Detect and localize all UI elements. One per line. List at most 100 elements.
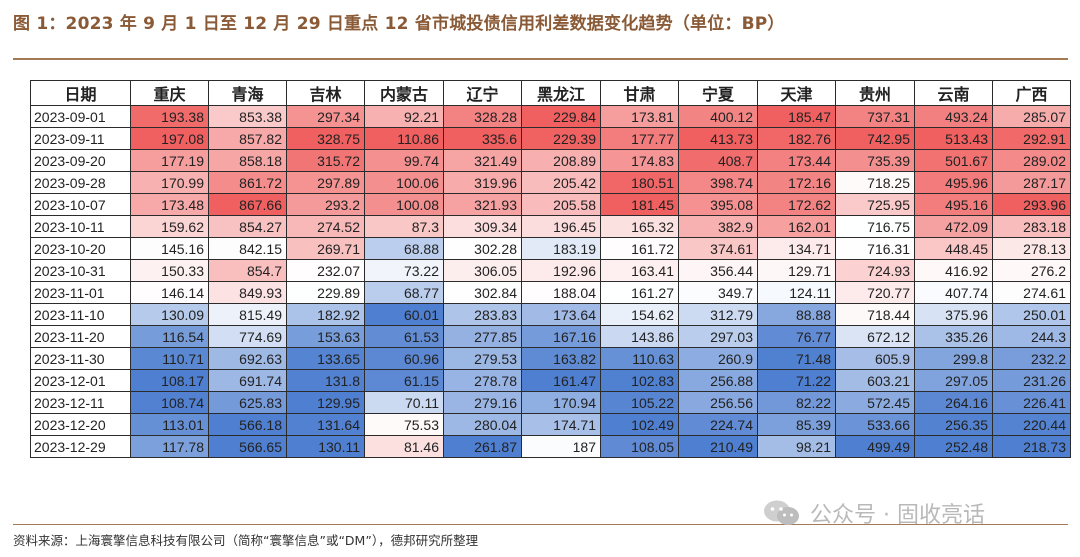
spread-cell: 75.53 bbox=[364, 413, 444, 436]
spread-cell: 278.78 bbox=[443, 369, 522, 392]
spread-cell: 116.54 bbox=[130, 325, 209, 348]
spread-cell: 117.78 bbox=[130, 435, 209, 458]
spread-cell: 68.88 bbox=[364, 237, 444, 260]
column-header: 广西 bbox=[992, 80, 1071, 106]
spread-cell: 395.08 bbox=[678, 193, 758, 216]
spread-cell: 133.65 bbox=[286, 347, 365, 370]
table-body: 2023-09-01 193.38 853.38 297.34 92.21 328.28 2… bbox=[30, 105, 1071, 458]
spread-cell: 220.44 bbox=[992, 413, 1071, 436]
spread-cell: 302.84 bbox=[443, 281, 522, 304]
spread-cell: 501.67 bbox=[914, 149, 993, 172]
spread-cell: 100.06 bbox=[364, 171, 444, 194]
spread-cell: 407.74 bbox=[914, 281, 993, 304]
spread-cell: 174.83 bbox=[600, 149, 679, 172]
table-row: 2023-10-31 150.33 854.7 232.07 73.22 306.05 19… bbox=[30, 259, 1071, 282]
spread-cell: 279.53 bbox=[443, 347, 522, 370]
source-note: 资料来源：上海寰擎信息科技有限公司（简称“寰擎信息”或“DM”），德邦研究所整理 bbox=[13, 533, 479, 548]
spread-cell: 181.45 bbox=[600, 193, 679, 216]
spread-cell: 110.63 bbox=[600, 347, 679, 370]
spread-cell: 172.62 bbox=[757, 193, 836, 216]
date-cell: 2023-10-20 bbox=[30, 237, 131, 260]
column-header: 辽宁 bbox=[443, 80, 522, 106]
column-header: 吉林 bbox=[286, 80, 365, 106]
spread-cell: 145.16 bbox=[130, 237, 209, 260]
spread-cell: 413.73 bbox=[678, 127, 758, 150]
spread-cell: 382.9 bbox=[678, 215, 758, 238]
spread-cell: 131.64 bbox=[286, 413, 365, 436]
table-row: 2023-10-20 145.16 842.15 269.71 68.88 302.28 1… bbox=[30, 237, 1071, 260]
spread-cell: 725.95 bbox=[835, 193, 915, 216]
spread-cell: 71.22 bbox=[757, 369, 836, 392]
spread-cell: 110.71 bbox=[130, 347, 209, 370]
spread-cell: 218.73 bbox=[992, 435, 1071, 458]
spread-cell: 170.94 bbox=[521, 391, 601, 414]
spread-cell: 130.09 bbox=[130, 303, 209, 326]
spread-cell: 61.15 bbox=[364, 369, 444, 392]
spread-cell: 163.41 bbox=[600, 259, 679, 282]
spread-cell: 244.3 bbox=[992, 325, 1071, 348]
spread-cell: 849.93 bbox=[208, 281, 287, 304]
spread-cell: 513.43 bbox=[914, 127, 993, 150]
spread-cell: 297.34 bbox=[286, 105, 365, 128]
spread-cell: 210.49 bbox=[678, 435, 758, 458]
spread-cell: 73.22 bbox=[364, 259, 444, 282]
spread-cell: 173.44 bbox=[757, 149, 836, 172]
spread-cell: 108.05 bbox=[600, 435, 679, 458]
spread-cell: 349.7 bbox=[678, 281, 758, 304]
spread-cell: 232.07 bbox=[286, 259, 365, 282]
date-cell: 2023-10-31 bbox=[30, 259, 131, 282]
spread-cell: 108.17 bbox=[130, 369, 209, 392]
spread-cell: 224.74 bbox=[678, 413, 758, 436]
spread-cell: 857.82 bbox=[208, 127, 287, 150]
spread-cell: 87.3 bbox=[364, 215, 444, 238]
spread-cell: 279.16 bbox=[443, 391, 522, 414]
spread-cell: 309.34 bbox=[443, 215, 522, 238]
column-header: 青海 bbox=[208, 80, 287, 106]
date-cell: 2023-11-20 bbox=[30, 325, 131, 348]
spread-cell: 283.83 bbox=[443, 303, 522, 326]
spread-cell: 229.89 bbox=[286, 281, 365, 304]
spread-cell: 448.45 bbox=[914, 237, 993, 260]
spread-cell: 854.27 bbox=[208, 215, 287, 238]
spread-cell: 99.74 bbox=[364, 149, 444, 172]
spread-cell: 182.92 bbox=[286, 303, 365, 326]
spread-cell: 278.13 bbox=[992, 237, 1071, 260]
date-cell: 2023-09-28 bbox=[30, 171, 131, 194]
spread-cell: 335.6 bbox=[443, 127, 522, 150]
column-header: 贵州 bbox=[835, 80, 915, 106]
spread-cell: 161.27 bbox=[600, 281, 679, 304]
spread-cell: 172.16 bbox=[757, 171, 836, 194]
spread-cell: 229.84 bbox=[521, 105, 601, 128]
table-row: 2023-12-11 108.74 625.83 129.95 70.11 279.16 1… bbox=[30, 391, 1071, 414]
spread-cell: 472.09 bbox=[914, 215, 993, 238]
spread-cell: 182.76 bbox=[757, 127, 836, 150]
spread-cell: 92.21 bbox=[364, 105, 444, 128]
spread-cell: 328.28 bbox=[443, 105, 522, 128]
spread-cell: 400.12 bbox=[678, 105, 758, 128]
spread-cell: 170.99 bbox=[130, 171, 209, 194]
column-header: 甘肃 bbox=[600, 80, 679, 106]
spread-cell: 335.26 bbox=[914, 325, 993, 348]
date-cell: 2023-09-01 bbox=[30, 105, 131, 128]
spread-cell: 374.61 bbox=[678, 237, 758, 260]
spread-cell: 85.39 bbox=[757, 413, 836, 436]
table-row: 2023-09-11 197.08 857.82 328.75 110.86 335.6 2… bbox=[30, 127, 1071, 150]
spread-cell: 197.08 bbox=[130, 127, 209, 150]
table-row: 2023-10-07 173.48 867.66 293.2 100.08 321.93 2… bbox=[30, 193, 1071, 216]
spread-cell: 205.42 bbox=[521, 171, 601, 194]
spread-cell: 252.48 bbox=[914, 435, 993, 458]
spread-cell: 70.11 bbox=[364, 391, 444, 414]
table-row: 2023-09-01 193.38 853.38 297.34 92.21 328.28 2… bbox=[30, 105, 1071, 128]
spread-cell: 192.96 bbox=[521, 259, 601, 282]
spread-cell: 533.66 bbox=[835, 413, 915, 436]
spread-cell: 256.88 bbox=[678, 369, 758, 392]
table-row: 2023-12-01 108.17 691.74 131.8 61.15 278.78 16… bbox=[30, 369, 1071, 392]
spread-cell: 603.21 bbox=[835, 369, 915, 392]
date-cell: 2023-11-01 bbox=[30, 281, 131, 304]
spread-cell: 180.51 bbox=[600, 171, 679, 194]
spread-cell: 815.49 bbox=[208, 303, 287, 326]
spread-cell: 299.8 bbox=[914, 347, 993, 370]
spread-cell: 71.48 bbox=[757, 347, 836, 370]
spread-cell: 154.62 bbox=[600, 303, 679, 326]
spread-cell: 174.71 bbox=[521, 413, 601, 436]
